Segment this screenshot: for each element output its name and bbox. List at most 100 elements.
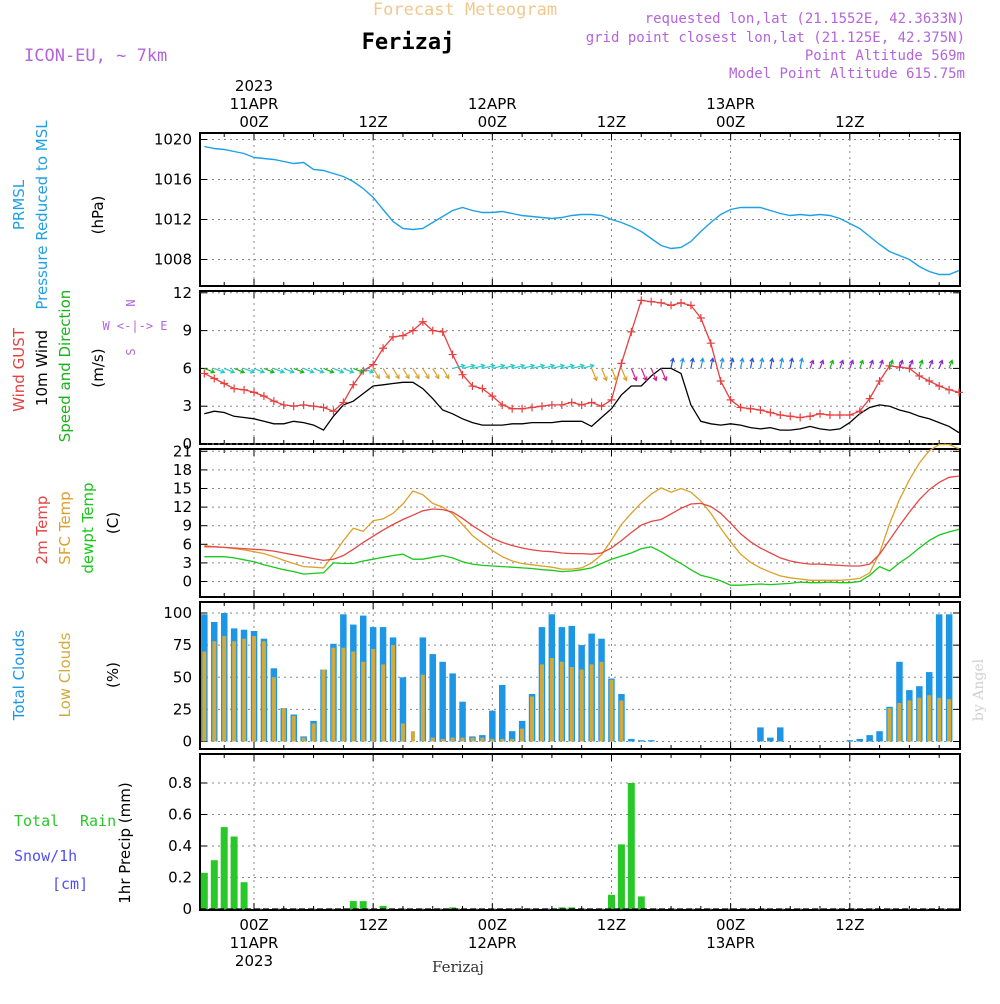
temp-ytick-label: 21 — [173, 442, 192, 460]
wind-direction-arrow — [442, 368, 450, 379]
rain-bar — [627, 783, 635, 909]
temp-ytick-label: 15 — [173, 480, 192, 498]
wind-direction-arrow — [680, 358, 684, 369]
wind-direction-arrowhead — [425, 374, 430, 380]
wind-direction-arrow — [779, 358, 783, 369]
wind-direction-arrowhead — [299, 368, 305, 374]
gust-marker — [398, 331, 407, 340]
wind-ytick-label: 0 — [182, 435, 192, 453]
wind-direction-arrowhead — [309, 368, 315, 374]
bottom-location: Ferizaj — [432, 958, 484, 976]
gust-marker — [448, 350, 457, 359]
low-cloud-bar — [559, 661, 564, 742]
gust-marker — [736, 403, 745, 412]
temp-2m-line — [204, 475, 960, 567]
low-cloud-bar — [222, 636, 227, 742]
low-cloud-bar — [232, 641, 237, 742]
wind-direction-arrowhead — [569, 363, 575, 369]
gust-marker — [746, 404, 755, 413]
wind-direction-arrowhead — [375, 374, 380, 380]
clouds-ytick-label: 0 — [182, 733, 192, 751]
wind-direction-arrowhead — [632, 376, 638, 382]
gust-marker — [458, 370, 467, 379]
temp-sfc-label: SFC Temp — [56, 491, 74, 564]
temp-ytick-label: 3 — [182, 554, 192, 572]
wind-direction-arrowhead — [434, 374, 440, 380]
gust-marker — [637, 296, 646, 305]
bottom-time-label: 12Z — [597, 916, 626, 934]
wind-direction-arrowhead — [405, 374, 410, 380]
wind-direction-arrow — [809, 360, 814, 369]
wind-direction-arrow — [402, 368, 410, 379]
gust-marker — [796, 413, 805, 422]
low-cloud-bar — [341, 647, 346, 742]
wind-direction-arrow — [640, 368, 647, 381]
gust-marker — [617, 359, 626, 368]
precip-total-label: Total — [14, 812, 59, 830]
wind-direction-arrowhead — [759, 357, 765, 363]
chart-supertitle: Forecast Meteogram — [373, 0, 557, 20]
gust-marker — [478, 384, 487, 393]
wind-direction-arrow — [571, 364, 584, 369]
total-cloud-bar — [499, 685, 506, 742]
total-cloud-bar — [628, 738, 635, 742]
wind-direction-arrowhead — [789, 357, 795, 363]
wind-direction-arrowhead — [869, 359, 874, 365]
pressure-unit: (hPa) — [89, 196, 107, 235]
wind-direction-arrowhead — [918, 359, 924, 365]
wind-direction-arrow — [859, 360, 864, 369]
wind-direction-arrow — [502, 364, 515, 369]
wind-direction-arrowhead — [642, 376, 648, 382]
gust-marker — [816, 409, 825, 418]
rain-bar — [449, 907, 457, 909]
wind-direction-arrow — [759, 358, 764, 369]
gust-marker — [786, 412, 795, 421]
wind-direction-arrow — [462, 364, 475, 369]
wind-direction-arrow — [363, 367, 374, 373]
bottom-time-label: 12Z — [835, 916, 864, 934]
wind-direction-arrowhead — [230, 368, 236, 374]
wind-direction-arrow — [273, 367, 285, 373]
wind-direction-arrowhead — [480, 363, 486, 369]
wind-direction-arrow — [303, 367, 314, 373]
wind-direction-arrow — [749, 358, 754, 369]
low-cloud-bar — [351, 651, 356, 742]
wind-direction-arrowhead — [938, 359, 944, 365]
gust-marker — [835, 411, 844, 420]
total-cloud-bar — [399, 677, 407, 742]
wind-direction-arrowhead — [395, 374, 400, 380]
low-cloud-bar — [321, 669, 326, 742]
gust-marker — [667, 301, 676, 310]
low-cloud-bar — [470, 737, 475, 742]
gust-marker — [230, 384, 239, 393]
wind-direction-arrow — [600, 368, 608, 381]
wind-direction-arrow — [353, 367, 364, 373]
wind-direction-arrow — [610, 368, 618, 381]
top-time-label: 11APR — [230, 95, 279, 113]
gust-marker — [329, 407, 338, 416]
wind-direction-arrow — [620, 368, 627, 381]
rain-bar — [379, 905, 387, 909]
wind-direction-arrowhead — [490, 363, 496, 369]
low-cloud-bar — [281, 708, 286, 742]
wind-direction-arrowhead — [549, 363, 556, 369]
rain-bar — [220, 827, 228, 909]
low-cloud-bar — [400, 723, 405, 742]
low-cloud-bar — [410, 731, 415, 742]
low-cloud-bar — [301, 737, 306, 742]
clouds-low-label: Low Clouds — [56, 632, 74, 717]
low-cloud-bar — [947, 699, 952, 742]
rain-bar — [230, 836, 238, 909]
wind-direction-arrow — [819, 360, 824, 369]
low-cloud-bar — [261, 641, 266, 742]
total-cloud-bar — [866, 735, 873, 742]
low-cloud-bar — [530, 696, 534, 742]
low-cloud-bar — [420, 674, 425, 742]
wind-direction-arrow — [343, 367, 354, 373]
credit-watermark: by Angel — [971, 658, 987, 721]
gust-marker — [240, 385, 249, 394]
wind-direction-arrow — [223, 367, 235, 373]
wind-direction-arrowhead — [859, 359, 865, 365]
total-cloud-bar — [945, 614, 953, 742]
precip-unit: 1hr Precip (mm) — [116, 782, 134, 903]
